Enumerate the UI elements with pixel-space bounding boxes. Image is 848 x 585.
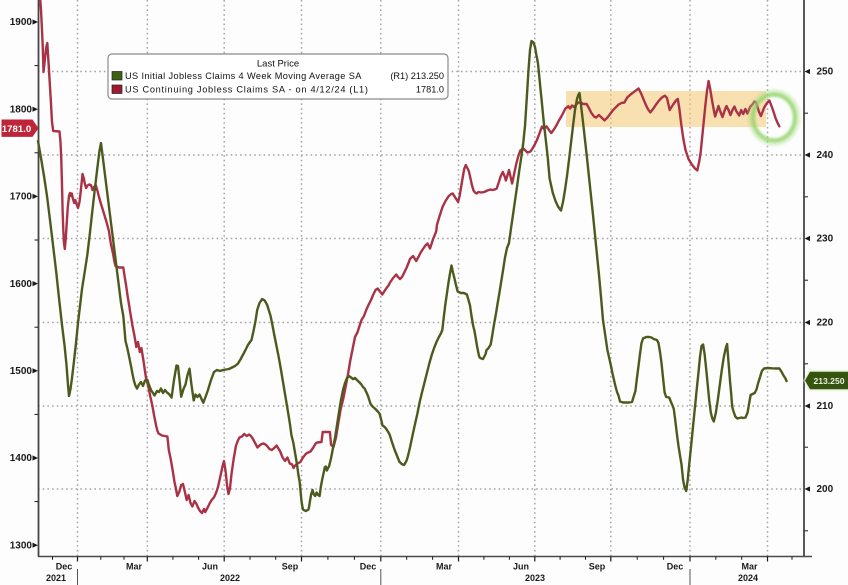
svg-text:1400: 1400 (10, 453, 33, 464)
svg-text:213.250: 213.250 (813, 376, 844, 386)
svg-text:1600: 1600 (10, 279, 33, 290)
svg-text:Sep: Sep (589, 562, 606, 572)
svg-text:US Continuing Jobless Claims S: US Continuing Jobless Claims SA - on 4/1… (125, 85, 369, 95)
svg-text:1800: 1800 (10, 104, 33, 115)
svg-text:(R1) 213.250: (R1) 213.250 (390, 71, 444, 81)
svg-text:200: 200 (817, 484, 834, 495)
svg-text:Dec: Dec (667, 562, 684, 572)
svg-text:Mar: Mar (436, 562, 453, 572)
svg-text:Dec: Dec (56, 562, 73, 572)
svg-text:1900: 1900 (10, 17, 33, 28)
svg-text:1300: 1300 (10, 540, 33, 551)
svg-text:Sep: Sep (282, 562, 299, 572)
svg-text:2022: 2022 (220, 573, 240, 583)
svg-text:US Initial Jobless Claims 4 We: US Initial Jobless Claims 4 Week Moving … (125, 71, 362, 81)
svg-text:2024: 2024 (738, 573, 758, 583)
svg-text:Jun: Jun (202, 562, 218, 572)
svg-text:240: 240 (817, 150, 834, 161)
svg-text:Dec: Dec (360, 562, 377, 572)
svg-text:1781.0: 1781.0 (416, 85, 444, 95)
svg-text:2021: 2021 (46, 573, 66, 583)
svg-text:210: 210 (817, 401, 834, 412)
svg-text:230: 230 (817, 234, 834, 245)
svg-text:1781.0: 1781.0 (2, 124, 31, 135)
svg-text:250: 250 (817, 67, 834, 78)
svg-text:Mar: Mar (741, 562, 758, 572)
svg-text:2023: 2023 (525, 573, 545, 583)
svg-text:220: 220 (817, 318, 834, 329)
svg-text:1500: 1500 (10, 366, 33, 377)
svg-text:Last Price: Last Price (257, 59, 299, 70)
svg-text:Jun: Jun (513, 562, 529, 572)
svg-text:Mar: Mar (126, 562, 143, 572)
svg-text:1700: 1700 (10, 192, 33, 203)
